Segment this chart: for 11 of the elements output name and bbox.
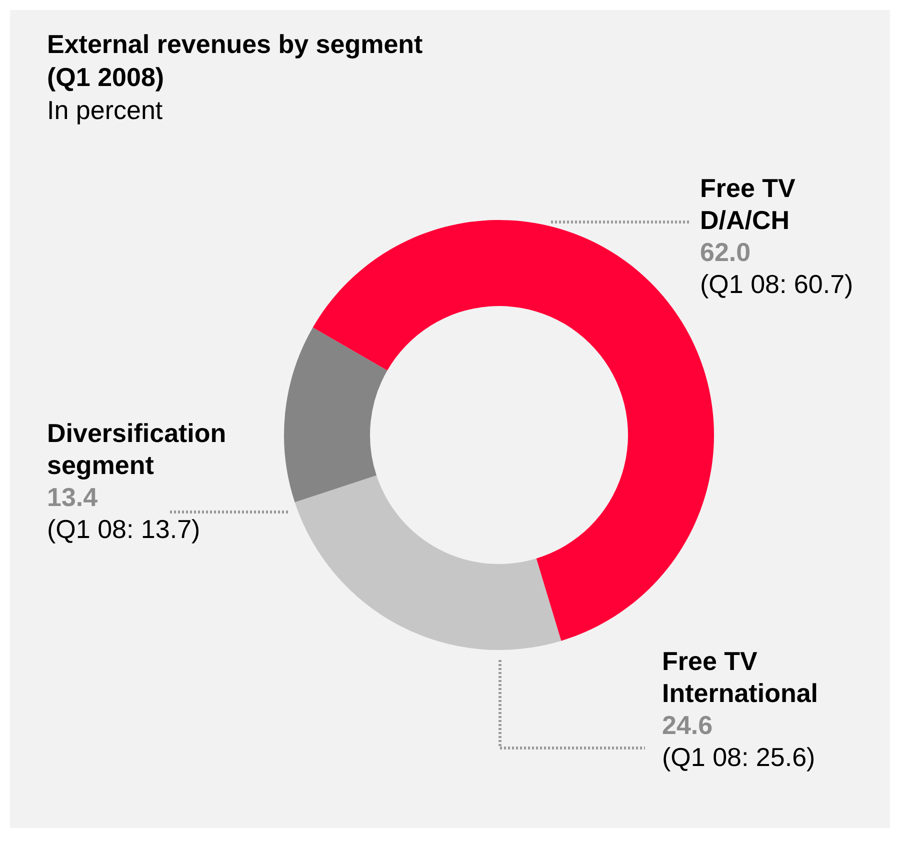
chart-subtitle: In percent	[47, 94, 164, 127]
slice-label: Free TV D/A/CH	[700, 172, 796, 236]
data-label: 62.0	[700, 236, 752, 268]
slice-label: Free TV International	[662, 645, 820, 709]
data-label: 13.4	[47, 481, 99, 513]
slice-label: Diversification segment	[47, 417, 228, 481]
text: (Q1 08: 60.7)	[700, 268, 854, 300]
chart-title: External revenues by segment (Q1 2008)	[47, 28, 424, 94]
text: (Q1 08: 13.7)	[47, 513, 202, 545]
data-label: 24.6	[662, 709, 714, 741]
text: (Q1 08: 25.6)	[662, 741, 816, 773]
